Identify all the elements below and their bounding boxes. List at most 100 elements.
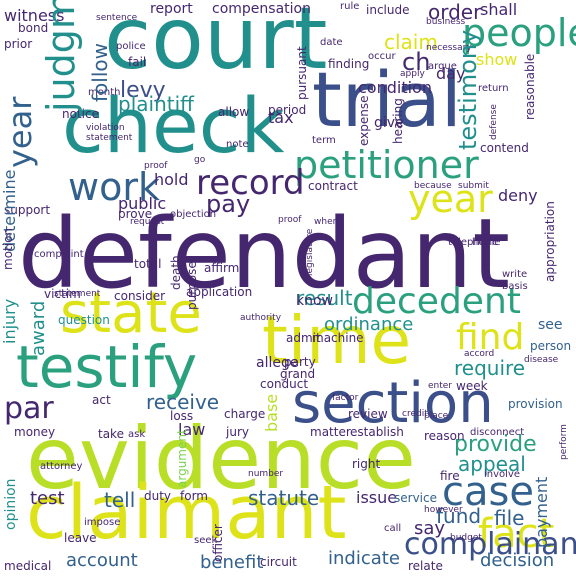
word-order: order <box>428 0 482 24</box>
word-establish: establish <box>350 425 404 439</box>
word-medical: medical <box>4 559 52 573</box>
word-say: say <box>414 518 446 539</box>
word-budget: budget <box>450 533 482 543</box>
word-authority: legislature <box>305 228 315 276</box>
word-witness: witness <box>4 6 65 25</box>
word-disconnect: disconnect <box>470 427 525 438</box>
word-duty: duty <box>144 489 172 503</box>
word-decedent: decedent <box>352 281 521 322</box>
word-factor: go <box>194 155 206 165</box>
word-support: support <box>4 203 51 217</box>
word-person: person <box>530 339 572 353</box>
word-violation: statement <box>54 289 101 299</box>
word-file: file <box>494 506 525 530</box>
word-proof: statement <box>86 133 133 143</box>
word-work: record <box>196 163 305 203</box>
word-receive: receive <box>146 390 220 414</box>
word-contend: contend <box>480 141 529 155</box>
word-tell: tell <box>104 488 136 512</box>
word-trial: trial <box>312 55 462 144</box>
word-write: write <box>502 269 528 280</box>
word-business: sentence <box>96 13 138 23</box>
word-prove: prove <box>118 207 153 221</box>
word-record: year <box>408 177 493 221</box>
word-sentence: necessary <box>426 43 472 53</box>
word-note: note <box>226 139 249 150</box>
word-require: require <box>454 356 526 380</box>
word-go: violation <box>86 123 125 133</box>
word-matter: matter <box>310 425 351 439</box>
word-attorney: attorney <box>40 461 83 472</box>
word-ch: ch <box>402 48 431 76</box>
word-occur: occur <box>368 51 396 62</box>
word-ask: ask <box>128 429 146 440</box>
word-fail: fail <box>128 55 147 69</box>
word-legislature: proof <box>144 161 168 171</box>
word-involve: involve <box>484 469 521 480</box>
word-hold: hold <box>154 170 189 189</box>
word-right: right <box>352 457 381 471</box>
word-people: year <box>1 96 39 168</box>
word-provide: provide <box>454 432 537 457</box>
word-number: number <box>248 469 284 479</box>
word-appropriation: appropriation <box>543 201 557 282</box>
word-allow: allow <box>218 105 250 119</box>
word-allege: allege <box>256 355 299 371</box>
word-place: place <box>424 411 449 421</box>
word-basis: basis <box>502 281 528 292</box>
word-police: police <box>116 41 146 52</box>
word-hearing: hearing <box>391 98 405 144</box>
word-total: total <box>134 257 162 271</box>
word-percent: complaint <box>34 249 84 260</box>
word-state: state <box>60 281 202 346</box>
word-time: time <box>262 302 412 379</box>
word-evidence: evidence <box>26 409 416 509</box>
word-month: month <box>88 87 121 98</box>
word-home: proof <box>278 215 302 225</box>
word-period: period <box>268 103 307 117</box>
word-decision: decision <box>480 550 555 571</box>
word-rule: rule <box>340 1 360 12</box>
word-officer: officer <box>211 524 225 562</box>
word-reasonable: reasonable <box>523 53 537 120</box>
word-testimony: levy <box>120 78 166 103</box>
word-defendant: defendant <box>18 198 510 310</box>
word-prior: prior <box>4 37 33 51</box>
word-statement: business <box>426 17 466 27</box>
word-show: show <box>476 50 518 69</box>
word-result: result <box>296 286 353 310</box>
word-return: return <box>478 83 509 94</box>
word-deny: deny <box>498 186 538 205</box>
word-act: act <box>92 393 111 407</box>
word-claimant: claimant <box>26 470 347 556</box>
word-charge: charge <box>224 407 266 421</box>
word-question: question <box>58 313 110 327</box>
word-take: take <box>98 427 124 441</box>
word-disease: disease <box>524 355 559 365</box>
word-objection: objection <box>170 209 217 220</box>
word-pay: find <box>456 317 525 358</box>
word-ordinance: ordinance <box>324 314 414 335</box>
word-contract: contract <box>308 179 358 193</box>
word-judgment: par <box>4 391 54 426</box>
word-death: death <box>169 255 183 290</box>
word-par: work <box>68 165 160 209</box>
word-injury: injury <box>0 298 19 344</box>
word-grand: grand <box>280 367 316 381</box>
word-compensation: compensation <box>212 1 311 17</box>
word-date: date <box>320 37 343 48</box>
word-court: court <box>104 0 328 89</box>
word-report: report <box>150 1 193 17</box>
word-levy: complainant <box>404 527 576 562</box>
word-accord: accord <box>464 349 495 359</box>
word-appeal: appeal <box>458 452 526 476</box>
word-review: review <box>348 407 388 421</box>
word-public: public <box>118 194 167 213</box>
word-test: test <box>30 488 65 509</box>
word-conduct: conduct <box>260 377 309 391</box>
word-reason: reason <box>424 429 465 443</box>
word-credit: credit <box>402 409 428 419</box>
word-claim: claim <box>384 30 438 54</box>
word-issue: issue <box>356 488 398 507</box>
